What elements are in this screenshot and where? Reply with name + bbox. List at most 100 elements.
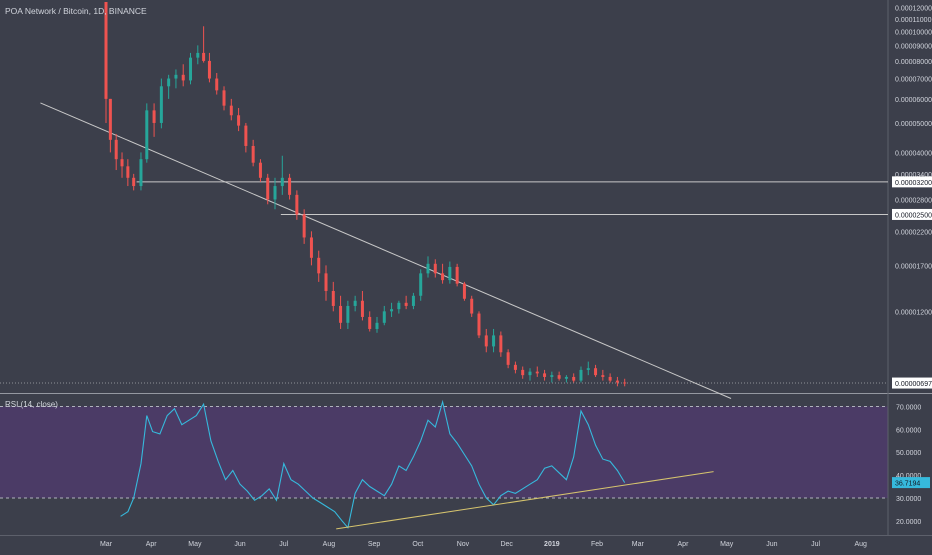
rsi-tick-label: 20.0000	[896, 519, 921, 526]
candle-body	[484, 335, 488, 347]
price-tick-label: 0.00002200	[895, 229, 932, 236]
candle-body	[477, 313, 481, 336]
candle-body	[353, 300, 357, 306]
rsi-tick-label: 40.0000	[896, 473, 921, 480]
candle-body	[251, 145, 255, 163]
candle-body	[339, 305, 343, 323]
price-tick-label: 0.00004000	[895, 150, 932, 157]
rsi-tick-label: 70.0000	[896, 404, 921, 411]
time-tick-label: Sep	[368, 541, 381, 548]
rsi-layer	[120, 399, 714, 530]
time-tick-label: May	[720, 541, 734, 548]
price-tick-label: 0.00002800	[895, 197, 932, 204]
price-tick-label: 0.00011000	[895, 17, 932, 24]
price-label-box	[892, 176, 932, 188]
price-tick-label: 0.00003400	[895, 172, 932, 179]
candle-body	[615, 380, 619, 383]
time-tick-label: May	[188, 541, 202, 548]
candle-body	[132, 177, 136, 187]
rsi-tick-label: 50.0000	[896, 450, 921, 457]
candle-body	[623, 382, 627, 384]
price-tick-label: 0.00008000	[895, 59, 932, 66]
candle-body	[470, 298, 474, 314]
candle-body	[280, 177, 284, 187]
candle-body	[196, 52, 200, 58]
candle-body	[215, 78, 219, 91]
candle-body	[368, 316, 372, 329]
candle-body	[360, 300, 364, 317]
rsi-line	[120, 399, 626, 529]
candle-body	[207, 60, 211, 79]
candle-body	[189, 57, 193, 81]
time-tick-label: Mar	[100, 541, 113, 548]
candle-body	[346, 305, 350, 323]
candle-body	[258, 162, 262, 178]
price-tick-label: 0.00012000	[895, 5, 932, 12]
candle-body	[152, 110, 156, 123]
price-tick-label: 0.00005000	[895, 121, 932, 128]
candle-body	[126, 166, 130, 178]
candle-body	[433, 263, 437, 274]
candle-body	[302, 214, 306, 238]
candle-body	[535, 371, 539, 374]
rsi-value-text: 36.7194	[895, 481, 920, 488]
time-tick-label: Jul	[279, 541, 288, 548]
price-trendline	[40, 102, 732, 399]
candle-body	[181, 74, 185, 81]
candle-body	[120, 159, 124, 167]
price-tick-label: 0.00009000	[895, 43, 932, 50]
price-label-text: 0.00000697	[895, 381, 932, 388]
candle-body	[419, 273, 423, 296]
candle-body	[448, 266, 452, 281]
candle-body	[237, 115, 241, 126]
candle-body	[608, 376, 612, 381]
price-tick-label: 0.00001700	[895, 263, 932, 270]
price-tick-label: 0.00010000	[895, 29, 932, 36]
candle-body	[404, 302, 408, 306]
rsi-tick-label: 30.0000	[896, 496, 921, 503]
candle-body	[202, 52, 206, 61]
candle-body	[455, 266, 459, 284]
price-label-box	[892, 377, 932, 389]
rsi-band-layer	[0, 405, 888, 499]
candle-body	[521, 369, 525, 376]
candle-body	[441, 273, 445, 281]
candle-body	[273, 186, 277, 200]
price-tick-label: 0.00001200	[895, 309, 932, 316]
candle-body	[586, 368, 590, 370]
candle-body	[244, 125, 248, 146]
axis-layer: 0.00012000 0.00011000 0.00010000 0.00009000…	[100, 5, 932, 548]
candle-body	[601, 375, 605, 377]
candle-body	[499, 335, 503, 353]
candle-body	[550, 375, 554, 377]
price-label-text: 0.00002500	[895, 212, 932, 219]
time-tick-label: Feb	[591, 541, 603, 548]
candle-body	[288, 177, 292, 195]
time-tick-label: 2019	[544, 541, 560, 548]
price-layer	[0, 2, 888, 399]
time-tick-label: Mar	[632, 541, 645, 548]
time-tick-label: Nov	[457, 541, 470, 548]
candle-body	[295, 194, 299, 215]
chart-title: POA Network / Bitcoin, 1D, BINANCE	[5, 6, 147, 16]
price-tick-label: 0.00007000	[895, 77, 932, 84]
candle-body	[222, 90, 226, 106]
candle-body	[375, 322, 379, 329]
candle-body	[139, 159, 143, 187]
time-tick-label: Jun	[234, 541, 245, 548]
candle-body	[104, 2, 108, 99]
time-tick-label: Aug	[854, 541, 867, 548]
candle-body	[309, 237, 313, 258]
candle-body	[108, 98, 112, 140]
candle-body	[229, 105, 233, 116]
candle-body	[594, 368, 598, 376]
candle-body	[506, 352, 510, 365]
candle-body	[331, 290, 335, 306]
candle-body	[390, 309, 394, 312]
candle-body	[513, 364, 517, 370]
time-tick-label: Aug	[323, 541, 336, 548]
candle-body	[462, 283, 466, 299]
time-tick-label: Apr	[678, 541, 690, 548]
